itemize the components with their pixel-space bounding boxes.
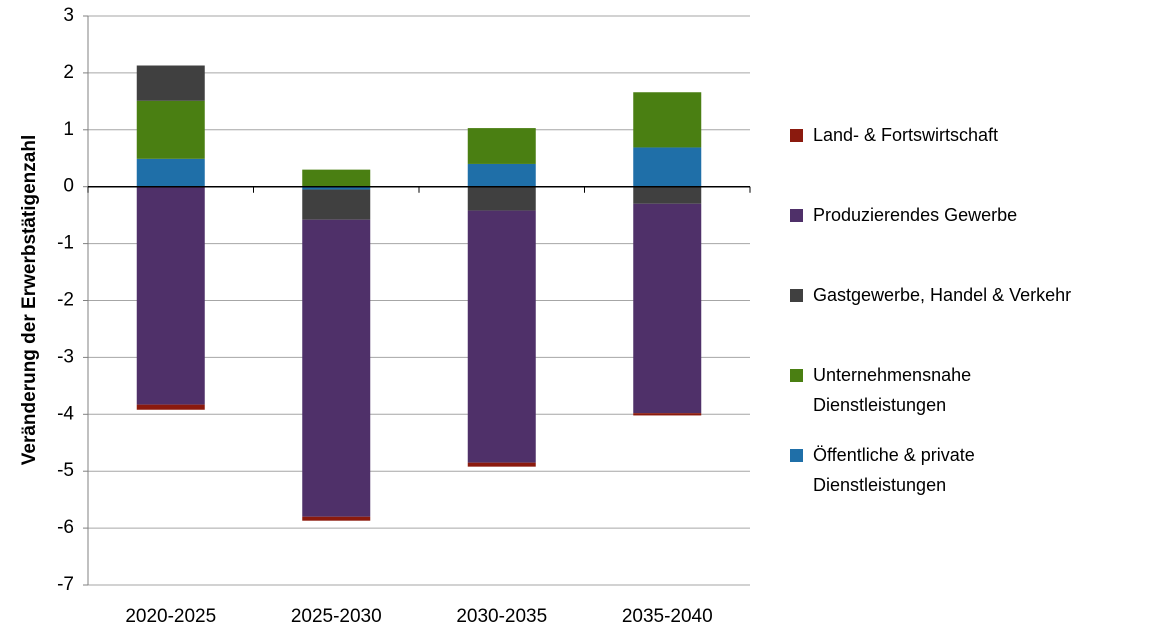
bar-segment bbox=[136, 186, 205, 405]
legend-item: Produzierendes Gewerbe bbox=[790, 200, 1110, 280]
legend-item: Gastgewerbe, Handel & Verkehr bbox=[790, 280, 1110, 360]
legend-label: Unternehmensnahe Dienstleistungen bbox=[813, 365, 972, 415]
bar-segment bbox=[633, 413, 702, 416]
bar-segment bbox=[467, 163, 536, 187]
legend: Land- & Fortswirtschaft Produzierendes Ge… bbox=[790, 120, 1110, 520]
y-tick-label: -1 bbox=[57, 233, 74, 254]
legend-swatch bbox=[790, 209, 803, 222]
bar-segment bbox=[633, 92, 702, 148]
bar-segment bbox=[302, 169, 371, 187]
bar-segment bbox=[136, 100, 205, 159]
legend-item: Öffentliche & private Dienstleistungen bbox=[790, 440, 1110, 520]
bar-segment bbox=[633, 203, 702, 414]
bar-segment bbox=[302, 189, 371, 220]
legend-label: Öffentliche & private Dienstleistungen bbox=[813, 445, 975, 495]
legend-swatch bbox=[790, 449, 803, 462]
x-tick-label: 2020-2025 bbox=[125, 606, 216, 627]
legend-swatch bbox=[790, 369, 803, 382]
bar-segment bbox=[136, 404, 205, 410]
bar-segment bbox=[302, 186, 371, 190]
bar-segment bbox=[633, 147, 702, 187]
bar-segment bbox=[467, 462, 536, 467]
bar-segment bbox=[136, 158, 205, 187]
legend-label: Produzierendes Gewerbe bbox=[813, 205, 1018, 225]
y-tick-label: -2 bbox=[57, 290, 74, 311]
legend-swatch bbox=[790, 289, 803, 302]
y-tick-label: 2 bbox=[63, 62, 74, 83]
legend-label: Gastgewerbe, Handel & Verkehr bbox=[813, 285, 1072, 305]
y-tick-label: -5 bbox=[57, 460, 74, 481]
y-tick-label: 0 bbox=[63, 176, 74, 197]
y-tick-label: -4 bbox=[57, 403, 74, 424]
legend-item: Unternehmensnahe Dienstleistungen bbox=[790, 360, 1110, 440]
x-tick-label: 2030-2035 bbox=[456, 606, 547, 627]
y-tick-label: -7 bbox=[57, 574, 74, 595]
legend-item: Land- & Fortswirtschaft bbox=[790, 120, 1110, 200]
legend-swatch bbox=[790, 129, 803, 142]
y-tick-label: 1 bbox=[63, 119, 74, 140]
y-tick-label: -6 bbox=[57, 517, 74, 538]
bar-segment bbox=[467, 186, 536, 211]
bar-segment bbox=[302, 219, 371, 517]
legend-label: Land- & Fortswirtschaft bbox=[813, 125, 999, 145]
bar-segment bbox=[467, 128, 536, 164]
y-axis-title: Veränderung der Erwerbstätigenzahl bbox=[19, 135, 40, 465]
bar-segment bbox=[633, 186, 702, 204]
bar-segment bbox=[467, 210, 536, 463]
y-tick-label: -3 bbox=[57, 346, 74, 367]
bar-segment bbox=[136, 65, 205, 101]
y-tick-label: 3 bbox=[63, 5, 74, 26]
bar-segment bbox=[302, 516, 371, 521]
x-tick-label: 2025-2030 bbox=[291, 606, 382, 627]
x-tick-label: 2035-2040 bbox=[622, 606, 713, 627]
